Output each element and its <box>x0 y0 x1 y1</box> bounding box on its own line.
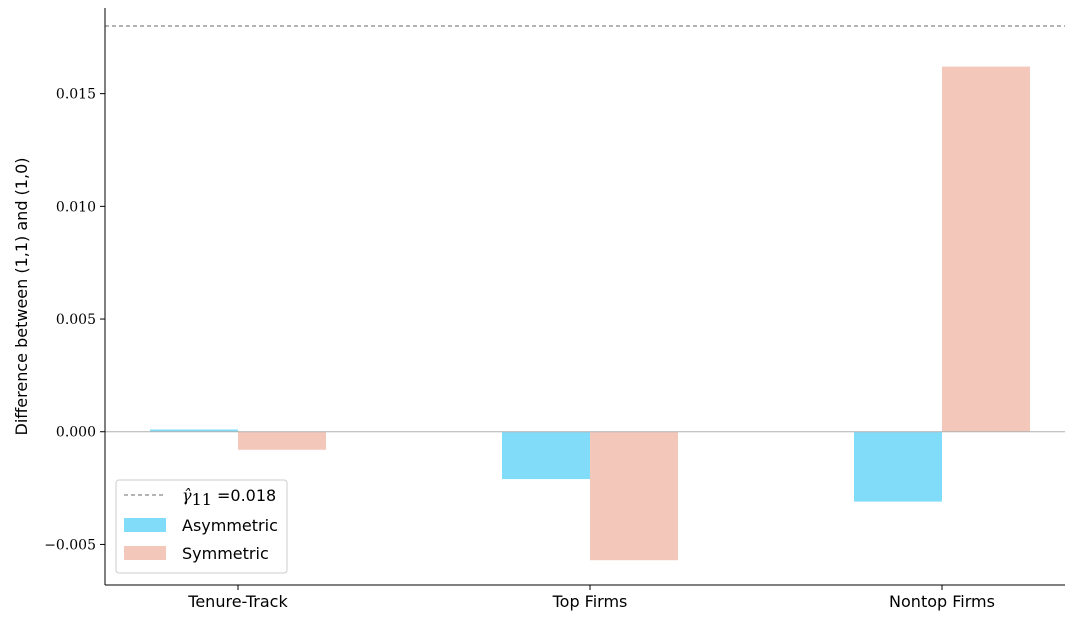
legend-reference-value: =0.018 <box>212 486 276 505</box>
x-tick-label: Top Firms <box>552 592 628 611</box>
legend-reference-label: γ̂11 =0.018 <box>182 486 276 509</box>
bar-asymmetric-nontop-firms <box>854 431 942 502</box>
x-tick-label: Tenure-Track <box>187 592 288 611</box>
legend-swatch-asymmetric <box>124 518 166 532</box>
bars-layer <box>150 66 1030 561</box>
legend-gamma-subscript: 11 <box>192 490 212 509</box>
bar-asymmetric-top-firms <box>502 431 590 480</box>
x-ticks: Tenure-Track Top Firms Nontop Firms <box>187 585 995 611</box>
y-tick-label: −0.005 <box>44 537 96 553</box>
legend-label-asymmetric: Asymmetric <box>182 516 278 535</box>
bar-symmetric-top-firms <box>590 431 678 561</box>
x-tick-label: Nontop Firms <box>889 592 995 611</box>
y-axis-title: Difference between (1,1) and (1,0) <box>12 158 31 436</box>
y-tick-label: 0.010 <box>56 199 96 215</box>
y-tick-label: 0.000 <box>56 425 96 441</box>
bar-symmetric-nontop-firms <box>942 66 1030 432</box>
y-ticks: −0.005 0.000 0.005 0.010 0.015 <box>44 87 105 553</box>
legend: γ̂11 =0.018 Asymmetric Symmetric <box>115 479 288 574</box>
bar-asymmetric-tenure-track <box>150 429 238 432</box>
legend-swatch-symmetric <box>124 546 166 560</box>
y-tick-label: 0.015 <box>56 87 96 103</box>
y-tick-label: 0.005 <box>56 312 96 328</box>
legend-label-symmetric: Symmetric <box>182 544 269 563</box>
bar-symmetric-tenure-track <box>238 431 326 450</box>
legend-gamma-symbol: γ̂ <box>182 486 192 505</box>
